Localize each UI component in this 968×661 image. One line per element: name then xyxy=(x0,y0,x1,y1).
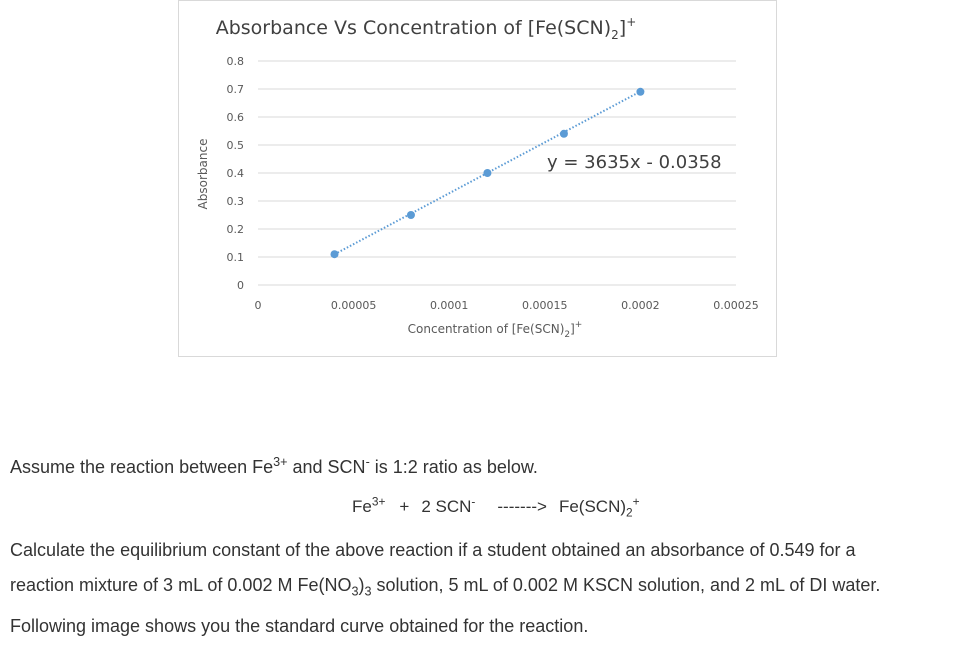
q2-text-a: reaction mixture of 3 mL of 0.002 M Fe(N… xyxy=(10,575,352,595)
y-tick-label: 0.4 xyxy=(227,167,245,180)
reactant-fe-charge: 3+ xyxy=(371,494,386,509)
y-tick-label: 0 xyxy=(237,279,244,292)
x-tick-label: 0.00025 xyxy=(713,299,759,312)
reaction-equation: Fe3+ +2 SCN- -------> Fe(SCN)2+ xyxy=(352,494,640,520)
data-point xyxy=(559,129,568,138)
q2-subscript-b: 3 xyxy=(364,584,372,599)
question-text-1: Calculate the equilibrium constant of th… xyxy=(10,540,856,560)
x-tick-label: 0 xyxy=(255,299,262,312)
gridlines xyxy=(258,60,736,286)
chart-container: Absorbance Vs Concentration of [Fe(SCN)2… xyxy=(178,0,777,357)
y-tick-label: 0.7 xyxy=(227,83,245,96)
intro-scn-charge: - xyxy=(365,455,370,469)
q2-subscript-a: 3 xyxy=(351,584,359,599)
y-tick-label: 0.5 xyxy=(227,139,245,152)
reaction-plus: + xyxy=(399,497,410,516)
y-tick-label: 0.8 xyxy=(227,55,245,68)
chart-svg: Absorbance Vs Concentration of [Fe(SCN)2… xyxy=(196,15,759,340)
q2-text-c: solution, 5 mL of 0.002 M KSCN solution,… xyxy=(371,575,881,595)
x-tick-label: 0.00015 xyxy=(522,299,568,312)
intro-fe-charge: 3+ xyxy=(273,455,288,469)
x-axis-ticks: 0 0.00005 0.0001 0.00015 0.0002 0.00025 xyxy=(255,299,759,312)
question-text-3: Following image shows you the standard c… xyxy=(10,616,589,636)
chart-title: Absorbance Vs Concentration of [Fe(SCN)2… xyxy=(216,15,637,42)
data-point xyxy=(330,250,339,259)
x-tick-label: 0.0002 xyxy=(621,299,660,312)
trendline-equation: y = 3635x - 0.0358 xyxy=(547,152,722,173)
reactant-fe: Fe xyxy=(352,497,372,516)
x-axis-title: Concentration of [Fe(SCN)2]+ xyxy=(408,320,583,340)
product-fescn2: Fe(SCN) xyxy=(558,497,627,516)
y-tick-label: 0.3 xyxy=(227,195,245,208)
reactant-scn-charge: - xyxy=(471,494,476,509)
reaction-arrow: -------> xyxy=(497,497,547,516)
y-axis-ticks: 0 0.1 0.2 0.3 0.4 0.5 0.6 0.7 0.8 xyxy=(227,55,245,292)
data-point xyxy=(636,87,645,96)
y-tick-label: 0.1 xyxy=(227,251,245,264)
reactant-scn: 2 SCN xyxy=(421,497,472,516)
y-tick-label: 0.6 xyxy=(227,111,245,124)
q2-text-b: ) xyxy=(358,575,365,595)
question-intro: Assume the reaction between Fe3+ and SCN… xyxy=(10,455,538,478)
intro-text-c: is 1:2 ratio as below. xyxy=(369,457,538,477)
intro-text-a: Assume the reaction between Fe xyxy=(10,457,274,477)
x-tick-label: 0.00005 xyxy=(331,299,377,312)
product-charge: + xyxy=(632,494,640,509)
y-axis-title: Absorbance xyxy=(196,139,210,210)
data-points xyxy=(330,87,645,259)
data-point xyxy=(406,211,415,219)
data-point xyxy=(483,169,492,177)
y-tick-label: 0.2 xyxy=(227,223,245,236)
question-text-2: reaction mixture of 3 mL of 0.002 M Fe(N… xyxy=(10,575,881,599)
intro-text-b: and SCN xyxy=(287,457,366,477)
product-subscript: 2 xyxy=(626,505,633,520)
x-tick-label: 0.0001 xyxy=(430,299,469,312)
